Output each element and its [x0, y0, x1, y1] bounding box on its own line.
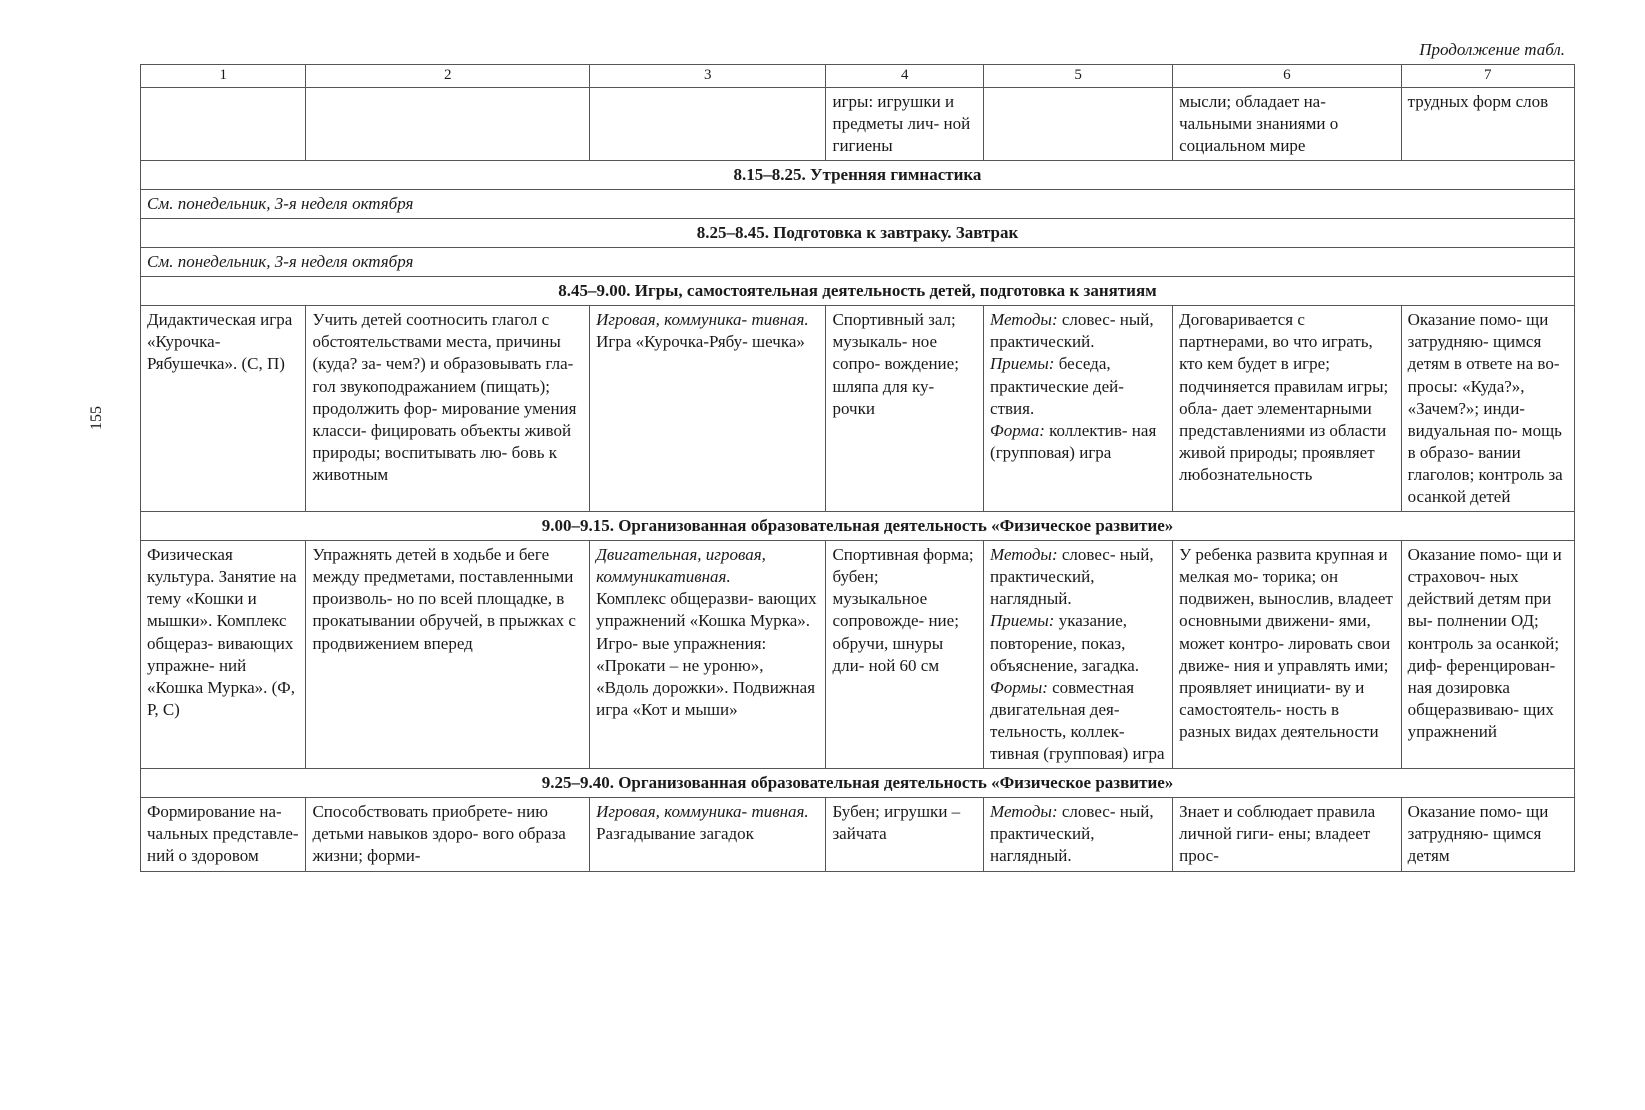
label: Приемы:: [990, 611, 1054, 630]
cell: [141, 87, 306, 160]
continued-label: Продолжение табл.: [140, 40, 1575, 60]
monday-ref-2: См. понедельник, 3-я неделя октября: [141, 248, 1575, 277]
header-row: 1 2 3 4 5 6 7: [141, 65, 1575, 88]
cell: Методы: словес- ный, практический. Прием…: [984, 306, 1173, 512]
cell-text: Разгадывание загадок: [596, 824, 754, 843]
cell: Спортивный зал; музыкаль- ное сопро- вож…: [826, 306, 984, 512]
cell: Оказание помо- щи и страховоч- ных дейст…: [1401, 541, 1574, 769]
cell: Методы: словес- ный, практический, нагля…: [984, 541, 1173, 769]
cell: Двигательная, игровая, коммуникативная. …: [590, 541, 826, 769]
col-5: 5: [984, 65, 1173, 88]
row-pe1: Физическая культура. Занятие на тему «Ко…: [141, 541, 1575, 769]
cell: Способствовать приобрете- нию детьми нав…: [306, 798, 590, 871]
cell: трудных форм слов: [1401, 87, 1574, 160]
label: Методы:: [990, 310, 1058, 329]
label: Формы:: [990, 678, 1048, 697]
cell-ital: Игровая, коммуника- тивная.: [596, 802, 809, 821]
cell: [306, 87, 590, 160]
cell: Упражнять детей в ходьбе и беге между пр…: [306, 541, 590, 769]
cell-text: Игра «Курочка-Рябу- шечка»: [596, 332, 805, 351]
col-7: 7: [1401, 65, 1574, 88]
page-number: 155: [88, 406, 106, 430]
cell-ital: Игровая, коммуника- тивная.: [596, 310, 809, 329]
overflow-row: игры: игрушки и предметы лич- ной гигиен…: [141, 87, 1575, 160]
col-1: 1: [141, 65, 306, 88]
label: Методы:: [990, 802, 1058, 821]
col-4: 4: [826, 65, 984, 88]
cell: Формирование на- чальных представле- ний…: [141, 798, 306, 871]
section-breakfast: 8.25–8.45. Подготовка к завтраку. Завтра…: [141, 218, 1575, 247]
section-pe1: 9.00–9.15. Организованная образовательна…: [141, 512, 1575, 541]
cell: игры: игрушки и предметы лич- ной гигиен…: [826, 87, 984, 160]
row-pe2: Формирование на- чальных представле- ний…: [141, 798, 1575, 871]
label: Форма:: [990, 421, 1045, 440]
cell: Физическая культура. Занятие на тему «Ко…: [141, 541, 306, 769]
row-games: Дидактическая игра «Курочка-Рябушечка». …: [141, 306, 1575, 512]
cell: [984, 87, 1173, 160]
cell: У ребенка развита крупная и мелкая мо- т…: [1173, 541, 1401, 769]
cell: Знает и соблюдает правила личной гиги- е…: [1173, 798, 1401, 871]
cell-ital: Двигательная, игровая, коммуникативная.: [596, 545, 766, 586]
cell: Оказание помо- щи затрудняю- щимся детям: [1401, 798, 1574, 871]
cell: Бубен; игрушки – зайчата: [826, 798, 984, 871]
col-3: 3: [590, 65, 826, 88]
col-2: 2: [306, 65, 590, 88]
cell: Договаривается с партнерами, во что игра…: [1173, 306, 1401, 512]
cell-text: Комплекс общеразви- вающих упражнений «К…: [596, 589, 817, 718]
cell: Учить детей соотносить глагол с обстояте…: [306, 306, 590, 512]
schedule-table: 1 2 3 4 5 6 7 игры: игрушки и предметы л…: [140, 64, 1575, 872]
cell: [590, 87, 826, 160]
cell: Оказание помо- щи затрудняю- щимся детям…: [1401, 306, 1574, 512]
cell: мысли; обладает на- чальными знаниями о …: [1173, 87, 1401, 160]
cell: Спортивная форма; бубен; музыкальное соп…: [826, 541, 984, 769]
section-gymnastics: 8.15–8.25. Утренняя гимнастика: [141, 160, 1575, 189]
label: Методы:: [990, 545, 1058, 564]
cell: Дидактическая игра «Курочка-Рябушечка». …: [141, 306, 306, 512]
monday-ref-1: См. понедельник, 3-я неделя октября: [141, 189, 1575, 218]
cell: Методы: словес- ный, практический, нагля…: [984, 798, 1173, 871]
section-pe2: 9.25–9.40. Организованная образовательна…: [141, 769, 1575, 798]
label: Приемы:: [990, 354, 1054, 373]
cell: Игровая, коммуника- тивная. Игра «Курочк…: [590, 306, 826, 512]
section-games: 8.45–9.00. Игры, самостоятельная деятель…: [141, 277, 1575, 306]
col-6: 6: [1173, 65, 1401, 88]
cell: Игровая, коммуника- тивная. Разгадывание…: [590, 798, 826, 871]
